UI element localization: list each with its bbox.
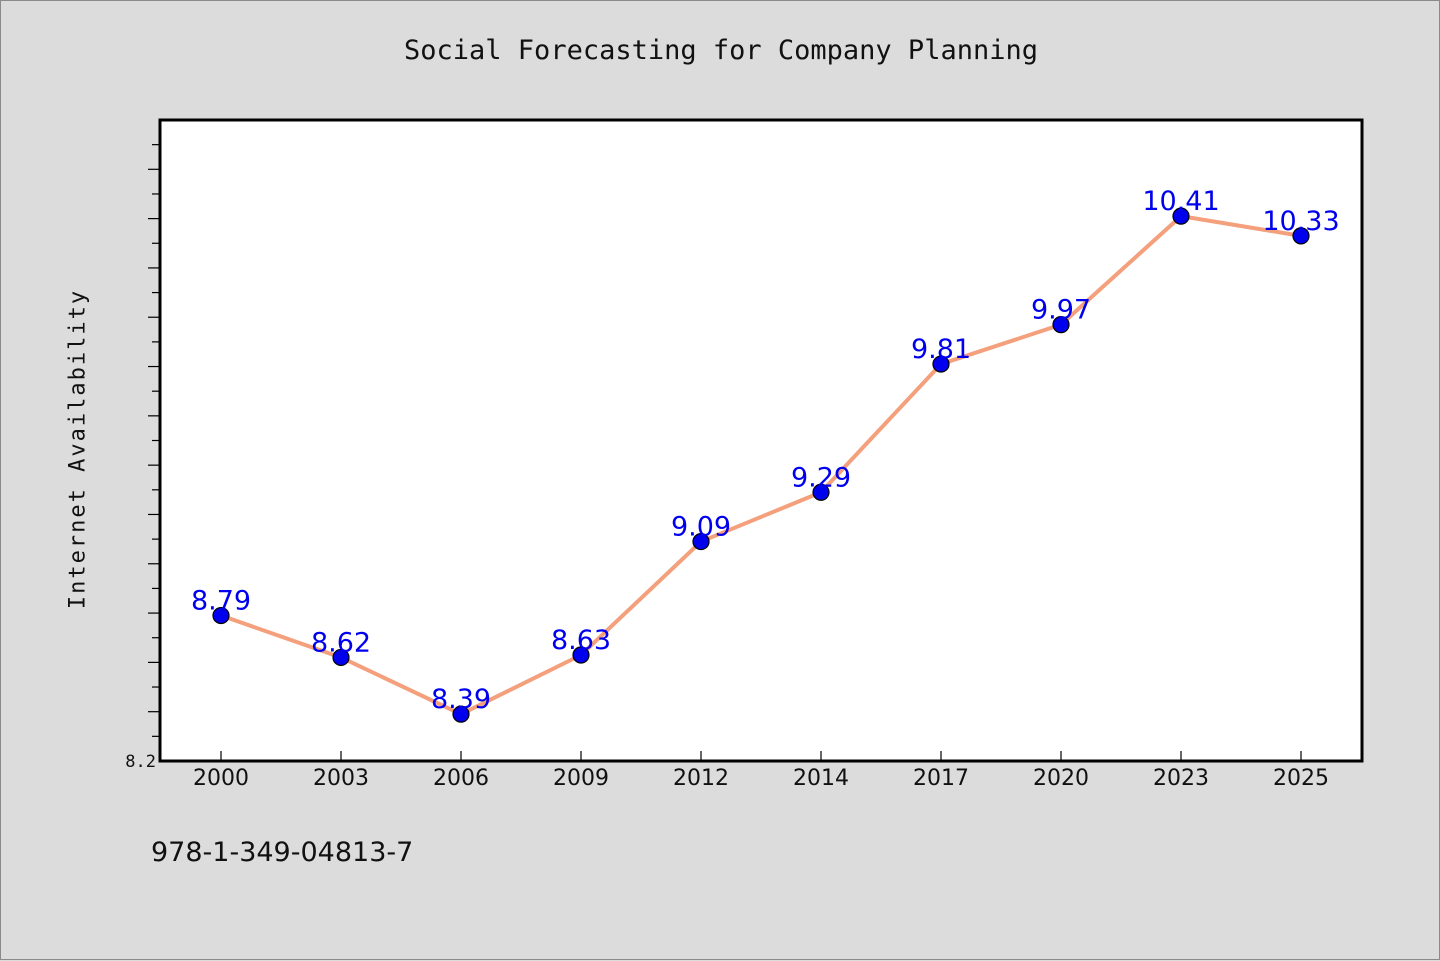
data-point — [692, 532, 710, 551]
x-tick-label: 2017 — [913, 766, 969, 791]
x-tick-label: 2000 — [193, 766, 249, 791]
data-label: 8.63 — [551, 625, 611, 656]
data-label: 10.33 — [1262, 206, 1339, 237]
data-label: 9.97 — [1031, 295, 1091, 326]
data-point — [452, 705, 470, 723]
x-tick-label: 2009 — [553, 766, 609, 791]
data-label: 8.62 — [311, 627, 371, 658]
y-tick-label: 8.2 — [125, 752, 156, 772]
x-tick-label: 2020 — [1033, 766, 1089, 791]
data-label: 8.39 — [431, 684, 491, 715]
x-tick-label: 2003 — [313, 766, 369, 791]
data-point — [212, 606, 230, 625]
x-tick-label: 2012 — [673, 766, 729, 791]
x-tick-label: 2014 — [793, 766, 849, 791]
plot-area — [158, 118, 1364, 763]
data-point — [932, 355, 950, 373]
x-tick-label: 2025 — [1273, 766, 1329, 791]
series-line — [219, 214, 1303, 717]
data-point — [1292, 227, 1310, 245]
isbn-text: 978-1-349-04813-7 — [151, 837, 414, 868]
data-point — [812, 483, 830, 501]
data-label: 9.29 — [791, 462, 851, 493]
x-tick-label: 2023 — [1153, 766, 1209, 791]
x-tick-label: 2006 — [433, 766, 489, 791]
data-point — [1172, 207, 1190, 225]
data-point — [572, 646, 590, 664]
data-label: 9.09 — [671, 512, 731, 543]
data-point — [1052, 316, 1070, 334]
chart-title: Social Forecasting for Company Planning — [404, 35, 1038, 66]
data-point — [332, 648, 350, 667]
data-label: 9.81 — [911, 334, 971, 365]
data-label: 10.41 — [1142, 186, 1219, 217]
data-label: 8.79 — [191, 586, 251, 617]
